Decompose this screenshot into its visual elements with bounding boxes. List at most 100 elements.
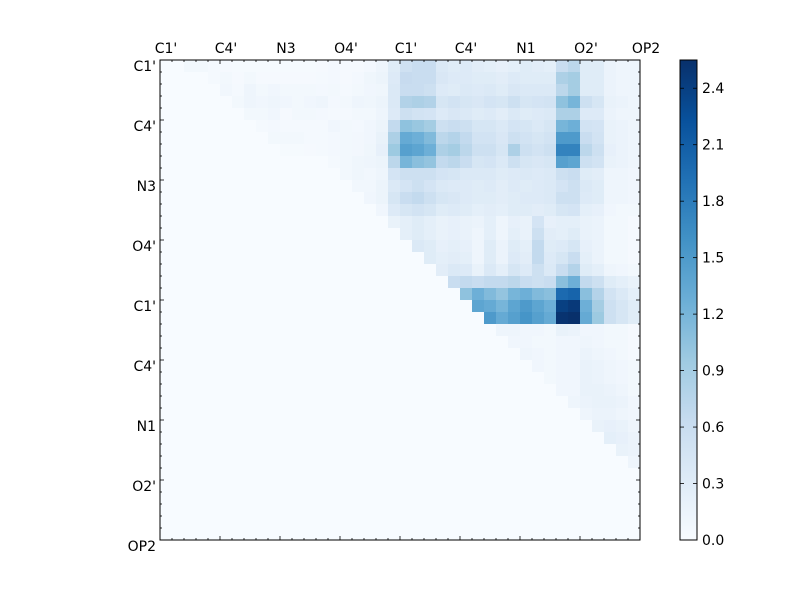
heatmap-cell <box>220 468 233 481</box>
x-tick-label: O2' <box>574 41 598 57</box>
heatmap-cell <box>544 84 557 97</box>
heatmap-cell <box>424 156 437 169</box>
heatmap-cell <box>592 480 605 493</box>
heatmap-cell <box>292 492 305 505</box>
heatmap-cell <box>232 336 245 349</box>
heatmap-cell <box>604 108 617 121</box>
heatmap-cell <box>280 252 293 265</box>
heatmap-cell <box>256 300 269 313</box>
heatmap-cell <box>616 516 629 529</box>
heatmap-cell <box>208 456 221 469</box>
heatmap-cell <box>352 60 365 73</box>
heatmap-cell <box>340 420 353 433</box>
heatmap-cell <box>400 468 413 481</box>
heatmap-cell <box>268 384 281 397</box>
heatmap-cell <box>376 492 389 505</box>
heatmap-cell <box>268 408 281 421</box>
heatmap-cell <box>484 288 497 301</box>
heatmap-cell <box>172 384 185 397</box>
heatmap-cell <box>556 456 569 469</box>
heatmap-cell <box>412 180 425 193</box>
heatmap-cell <box>436 480 449 493</box>
heatmap-cell <box>208 84 221 97</box>
heatmap-cell <box>472 204 485 217</box>
heatmap-cell <box>172 528 185 541</box>
heatmap-cell <box>196 432 209 445</box>
heatmap-cell <box>196 480 209 493</box>
heatmap-cell <box>340 276 353 289</box>
heatmap-cell <box>568 192 581 205</box>
heatmap-cell <box>472 168 485 181</box>
heatmap-cell <box>616 432 629 445</box>
heatmap-cell <box>208 516 221 529</box>
heatmap-cell <box>388 420 401 433</box>
heatmap-cell <box>472 192 485 205</box>
heatmap-cell <box>244 432 257 445</box>
heatmap-cell <box>472 252 485 265</box>
heatmap-cell <box>196 528 209 541</box>
heatmap-cell <box>496 492 509 505</box>
heatmap-cell <box>232 168 245 181</box>
heatmap-cell <box>580 420 593 433</box>
heatmap-cell <box>160 156 173 169</box>
heatmap-cell <box>196 492 209 505</box>
heatmap-cell <box>496 336 509 349</box>
heatmap-cell <box>160 384 173 397</box>
heatmap-cell <box>376 528 389 541</box>
heatmap-cell <box>208 348 221 361</box>
heatmap-cell <box>604 168 617 181</box>
heatmap-cell <box>364 276 377 289</box>
heatmap-cell <box>304 300 317 313</box>
heatmap-cell <box>256 336 269 349</box>
heatmap-cell <box>496 276 509 289</box>
heatmap-cell <box>220 420 233 433</box>
heatmap-cell <box>160 444 173 457</box>
heatmap-cell <box>352 228 365 241</box>
heatmap-cell <box>280 528 293 541</box>
heatmap-cell <box>232 384 245 397</box>
heatmap-cell <box>400 432 413 445</box>
heatmap-cell <box>556 120 569 133</box>
heatmap-cell <box>268 372 281 385</box>
heatmap-cell <box>424 456 437 469</box>
heatmap-cell <box>376 336 389 349</box>
heatmap-cell <box>616 348 629 361</box>
heatmap-cell <box>184 492 197 505</box>
heatmap-cell <box>424 516 437 529</box>
heatmap-cell <box>160 240 173 253</box>
heatmap-cell <box>172 204 185 217</box>
heatmap-cell <box>520 240 533 253</box>
heatmap-cell <box>304 420 317 433</box>
heatmap-cell <box>412 60 425 73</box>
heatmap-cell <box>472 504 485 517</box>
heatmap-cell <box>544 168 557 181</box>
heatmap-cell <box>304 204 317 217</box>
heatmap-cell <box>376 480 389 493</box>
heatmap-cell <box>244 480 257 493</box>
heatmap-cell <box>268 120 281 133</box>
heatmap-cell <box>244 72 257 85</box>
heatmap-cell <box>604 144 617 157</box>
heatmap-cell <box>364 264 377 277</box>
heatmap-cells <box>160 60 641 541</box>
heatmap-cell <box>472 468 485 481</box>
heatmap-cell <box>268 96 281 109</box>
heatmap-cell <box>628 120 641 133</box>
heatmap-cell <box>544 60 557 73</box>
heatmap-cell <box>352 120 365 133</box>
heatmap-cell <box>232 204 245 217</box>
heatmap-cell <box>352 216 365 229</box>
heatmap-cell <box>400 384 413 397</box>
heatmap-cell <box>568 408 581 421</box>
heatmap-cell <box>232 408 245 421</box>
heatmap-cell <box>220 96 233 109</box>
heatmap-cell <box>508 84 521 97</box>
heatmap-cell <box>616 504 629 517</box>
heatmap-cell <box>328 336 341 349</box>
heatmap-cell <box>316 492 329 505</box>
heatmap-cell <box>604 96 617 109</box>
heatmap-cell <box>400 216 413 229</box>
heatmap-cell <box>568 360 581 373</box>
heatmap-cell <box>292 132 305 145</box>
